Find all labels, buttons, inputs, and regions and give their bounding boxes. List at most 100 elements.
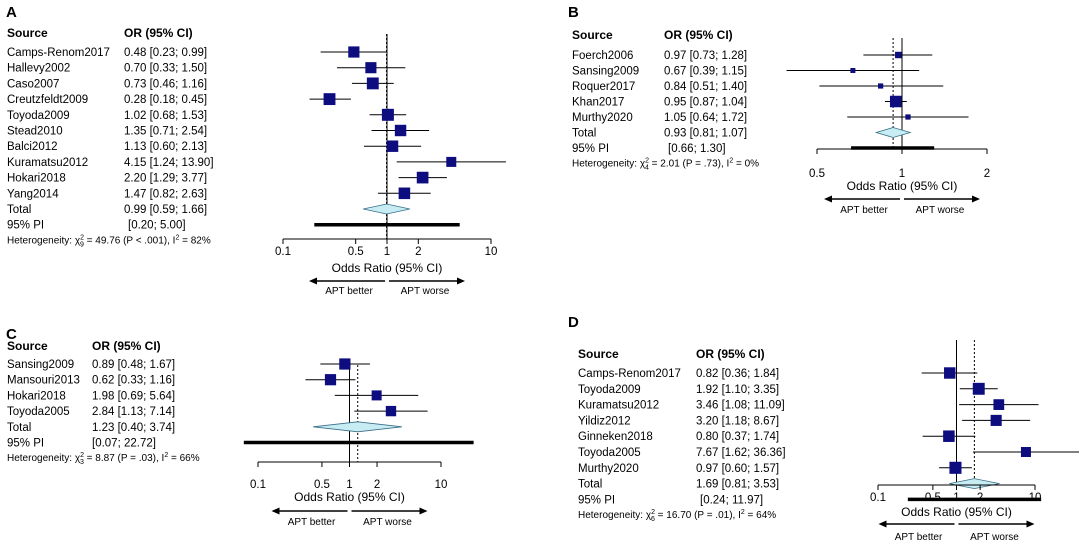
x-axis: 0.1 0.5 1 2 10 Odds Ratio (95% CI) <box>870 484 1041 519</box>
study-row: Hallevy2002 0.70 [0.33; 1.50] <box>7 62 406 75</box>
study-name: Hokari2018 <box>7 390 66 402</box>
column-header-or: OR (95% CI) <box>92 339 161 353</box>
study-or-ci: 3.46 [1.08; 11.09] <box>696 400 785 412</box>
heterogeneity-stats: Heterogeneity: χ2 3 = 8.87 (P = .03), I2 … <box>7 452 200 466</box>
study-row: Toyoda2005 7.67 [1.62; 36.36] <box>578 447 1080 459</box>
total-row: Total 0.99 [0.59; 1.66] <box>7 203 410 216</box>
forest-panel-d: D Source OR (95% CI) Camps-Renom2017 0.82 [0… <box>568 314 1080 543</box>
study-row: Camps-Renom2017 0.48 [0.23; 0.99] <box>7 46 387 59</box>
study-row: Toyoda2005 2.84 [1.13; 7.14] <box>7 405 428 418</box>
study-or-ci: 0.80 [0.37; 1.74] <box>696 431 779 443</box>
study-point-marker <box>1020 447 1031 457</box>
total-or-ci: 1.69 [0.81; 3.53] <box>696 479 779 491</box>
column-header-source: Source <box>578 347 619 361</box>
pi-label: 95% PI <box>572 143 609 155</box>
arrow-right-head <box>419 507 428 515</box>
study-or-ci: 0.82 [0.36; 1.84] <box>696 368 779 380</box>
direction-arrows: APT better APT worse <box>309 277 465 297</box>
arrow-right-head <box>1026 520 1035 528</box>
arrow-left-label: APT better <box>840 205 888 216</box>
study-name: Camps-Renom2017 <box>578 368 681 380</box>
study-name: Yildiz2012 <box>578 415 631 427</box>
forest-panel-a: A Source OR (95% CI) Camps-Renom2017 0.48 [0… <box>6 4 506 297</box>
panel-label: C <box>6 326 17 343</box>
study-or-ci: 1.05 [0.64; 1.72] <box>664 112 747 124</box>
pooled-diamond <box>363 203 410 215</box>
study-name: Stead2010 <box>7 126 63 138</box>
total-or-ci: 0.99 [0.59; 1.66] <box>124 204 207 216</box>
study-name: Kuramatsu2012 <box>7 157 88 169</box>
study-or-ci: 2.84 [1.13; 7.14] <box>92 406 175 418</box>
column-header-or: OR (95% CI) <box>664 28 733 42</box>
x-tick-label: 1 <box>953 492 959 504</box>
study-row: Yang2014 1.47 [0.82; 2.63] <box>7 187 431 200</box>
study-row: Hokari2018 1.98 [0.69; 5.64] <box>7 390 419 402</box>
study-or-ci: 1.47 [0.82; 2.63] <box>124 188 207 200</box>
total-label: Total <box>578 479 602 491</box>
study-or-ci: 0.28 [0.18; 0.45] <box>124 94 207 106</box>
prediction-interval-row: 95% PI [0.07; 22.72] <box>7 438 474 450</box>
study-row: Roquer2017 0.84 [0.51; 1.40] <box>572 81 944 93</box>
study-name: Mansouri2013 <box>7 375 80 387</box>
study-name: Ginneken2018 <box>578 431 653 443</box>
study-or-ci: 0.95 [0.87; 1.04] <box>664 97 747 109</box>
study-row: Caso2007 0.73 [0.46; 1.16] <box>7 77 394 90</box>
x-tick-label: 2 <box>415 246 421 258</box>
total-label: Total <box>7 204 31 216</box>
arrow-left-head <box>878 520 887 528</box>
study-or-ci: 1.02 [0.68; 1.53] <box>124 110 207 122</box>
study-or-ci: 0.62 [0.33; 1.16] <box>92 375 175 387</box>
study-row: Ginneken2018 0.80 [0.37; 1.74] <box>578 430 976 443</box>
study-point-marker <box>993 399 1005 410</box>
pi-label: 95% PI <box>7 438 44 450</box>
study-or-ci: 1.35 [0.71; 2.54] <box>124 126 207 138</box>
study-row: Murthy2020 0.97 [0.60; 1.57] <box>578 461 972 475</box>
pi-text: [0.24; 11.97] <box>700 494 763 506</box>
arrow-right-label: APT worse <box>401 286 450 297</box>
study-name: Murthy2020 <box>572 112 633 124</box>
study-row: Khan2017 0.95 [0.87; 1.04] <box>572 95 907 109</box>
study-row: Murthy2020 1.05 [0.64; 1.72] <box>572 112 969 124</box>
arrow-right-label: APT worse <box>970 532 1019 543</box>
x-tick-label: 0.5 <box>348 246 364 258</box>
prediction-interval-row: 95% PI [0.20; 5.00] <box>7 220 460 232</box>
study-row: Sansing2009 0.67 [0.39; 1.15] <box>572 66 920 78</box>
heterogeneity-stats: Heterogeneity: χ2 9 = 49.76 (P < .001), I… <box>7 234 211 248</box>
x-tick-label: 2 <box>374 479 380 491</box>
study-point-marker <box>365 62 377 74</box>
arrow-left-label: APT better <box>895 532 943 543</box>
study-name: Toyoda2005 <box>578 447 641 459</box>
pi-label: 95% PI <box>578 494 615 506</box>
study-point-marker <box>446 156 457 167</box>
study-point-marker <box>394 124 407 137</box>
total-label: Total <box>572 128 596 140</box>
study-row: Camps-Renom2017 0.82 [0.36; 1.84] <box>578 367 978 380</box>
study-point-marker <box>339 358 351 370</box>
heterogeneity-stats: Heterogeneity: χ2 6 = 16.70 (P = .01), I2… <box>578 509 776 523</box>
study-point-marker <box>949 461 962 474</box>
study-name: Hallevy2002 <box>7 63 70 75</box>
pi-text: [0.07; 22.72] <box>92 438 156 450</box>
x-tick-label: 2 <box>977 492 983 504</box>
arrow-right-head <box>457 277 465 285</box>
pi-label: 95% PI <box>7 220 44 232</box>
study-name: Kuramatsu2012 <box>578 400 659 412</box>
study-point-marker <box>878 83 884 89</box>
study-name: Toyoda2005 <box>7 406 70 418</box>
arrow-right-label: APT worse <box>363 517 412 528</box>
study-point-marker <box>386 140 399 152</box>
study-point-marker <box>905 114 911 120</box>
study-point-marker <box>889 95 902 108</box>
study-row: Foerch2006 0.97 [0.73; 1.28] <box>572 50 933 62</box>
study-row: Mansouri2013 0.62 [0.33; 1.16] <box>7 374 356 387</box>
study-or-ci: 1.13 [0.60; 2.13] <box>124 141 207 153</box>
arrow-left-head <box>309 277 317 285</box>
study-name: Foerch2006 <box>572 50 633 62</box>
study-point-marker <box>324 374 337 386</box>
x-tick-label: 1 <box>899 168 905 180</box>
panel-label: B <box>568 4 579 21</box>
study-point-marker <box>385 405 397 417</box>
study-name: Roquer2017 <box>572 81 635 93</box>
panel-label: A <box>6 4 17 21</box>
